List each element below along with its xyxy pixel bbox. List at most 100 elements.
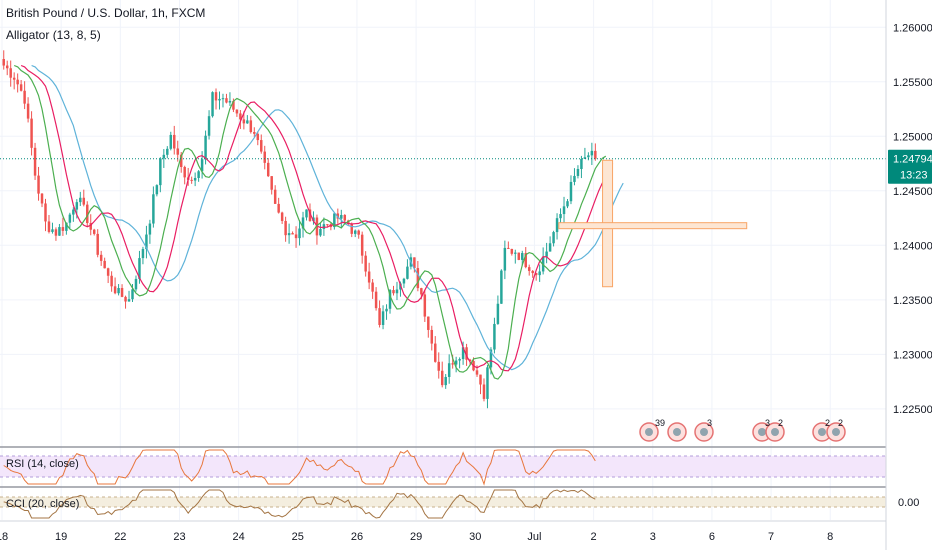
candle-body <box>270 176 273 190</box>
rsi-pane[interactable] <box>0 449 886 486</box>
candle-body <box>440 370 444 386</box>
candle-body <box>489 349 493 368</box>
candle-body <box>416 268 420 289</box>
candle-body <box>173 134 176 149</box>
time-tick-label: 6 <box>709 531 715 543</box>
candle-body <box>19 84 23 91</box>
time-tick-label: 23 <box>173 531 185 543</box>
candle-body <box>566 201 569 207</box>
candle-body <box>33 147 37 176</box>
time-tick-label: 24 <box>233 531 245 543</box>
candle-body <box>131 289 134 300</box>
cci-tick-label: 0.00 <box>898 497 919 509</box>
flag-icon <box>771 428 779 436</box>
candle-body <box>569 181 573 202</box>
candle-body <box>514 252 517 254</box>
candle-body <box>169 134 173 149</box>
candle-body <box>562 206 566 215</box>
price-tick-label: 1.23000 <box>893 349 932 361</box>
event-badges[interactable]: 39 3 3 2 2 2 <box>639 418 846 442</box>
candle-body <box>138 258 141 279</box>
candle-body <box>106 268 110 276</box>
candle-body <box>99 254 103 261</box>
candle-body <box>420 288 423 295</box>
candle-body <box>152 194 155 224</box>
time-tick-label: 18 <box>0 531 8 543</box>
candle-body <box>493 323 496 350</box>
candle-body <box>524 253 527 268</box>
candle-body <box>225 98 228 103</box>
candle-body <box>72 209 75 215</box>
candle-body <box>30 118 33 148</box>
candle-body <box>364 255 367 272</box>
candle-body <box>197 171 200 178</box>
candle-body <box>427 316 430 330</box>
candle-body <box>580 158 583 170</box>
candle-body <box>249 120 253 133</box>
candle-body <box>305 209 308 218</box>
candle-body <box>162 154 166 159</box>
candle-body <box>266 162 270 177</box>
candle-body <box>96 233 99 255</box>
time-tick-label: 25 <box>292 531 304 543</box>
candle-body <box>253 132 256 134</box>
time-tick-label: 29 <box>410 531 422 543</box>
candle-body <box>148 223 152 235</box>
flag-icon <box>818 428 826 436</box>
candle-body <box>413 257 416 269</box>
candle-body <box>23 90 26 104</box>
candle-body <box>465 347 468 360</box>
candle-body <box>301 217 305 229</box>
candle-body <box>340 214 343 219</box>
countdown-label: 13:23 <box>900 170 928 182</box>
candle-body <box>545 251 548 257</box>
candle-body <box>437 361 440 371</box>
candle-body <box>374 291 378 309</box>
candle-body <box>475 370 479 375</box>
candle-body <box>155 185 159 195</box>
alligator-label[interactable]: Alligator (13, 8, 5) <box>6 28 101 42</box>
price-tick-label: 1.22500 <box>893 404 932 416</box>
candle-body <box>350 223 353 234</box>
candle-body <box>434 343 437 362</box>
event-count: 2 <box>778 418 783 428</box>
candle-body <box>322 224 326 229</box>
candle-body <box>120 288 124 297</box>
candle-body <box>587 155 590 158</box>
price-pane[interactable] <box>0 50 886 409</box>
candle-body <box>232 100 235 110</box>
candle-body <box>47 221 51 232</box>
last-price-tag <box>888 149 932 184</box>
candle-body <box>16 79 19 85</box>
price-axis-bg <box>886 0 932 550</box>
candle-body <box>92 229 96 234</box>
flag-icon <box>673 428 681 436</box>
symbol-title[interactable]: British Pound / U.S. Dollar, 1h, FXCM <box>6 6 206 20</box>
cci-label[interactable]: CCI (20, close) <box>6 498 80 510</box>
candle-body <box>277 203 280 213</box>
candle-body <box>89 223 92 230</box>
rsi-label[interactable]: RSI (14, close) <box>6 458 79 470</box>
event-count: 2 <box>825 418 830 428</box>
candle-body <box>402 278 406 284</box>
candle-body <box>406 266 409 279</box>
price-axis[interactable]: 1.26000 1.25500 1.25000 1.24500 1.24000 1.235… <box>885 0 932 550</box>
position-marker[interactable] <box>558 159 748 288</box>
time-tick-label: 26 <box>351 531 363 543</box>
time-tick-label: 19 <box>55 531 67 543</box>
candle-body <box>392 290 395 294</box>
candle-body <box>381 311 385 325</box>
candle-body <box>273 189 277 204</box>
candle-body <box>113 286 117 294</box>
candle-body <box>308 209 312 222</box>
candle-body <box>124 296 127 302</box>
cci-pane[interactable] <box>0 489 886 519</box>
time-axis[interactable]: 181922232425262930Jul23678 <box>0 531 833 543</box>
candle-body <box>388 290 392 309</box>
candle-body <box>343 214 347 221</box>
candle-body <box>538 271 541 276</box>
candle-body <box>360 234 364 256</box>
candle-body <box>482 384 486 399</box>
candle-body <box>517 252 521 260</box>
